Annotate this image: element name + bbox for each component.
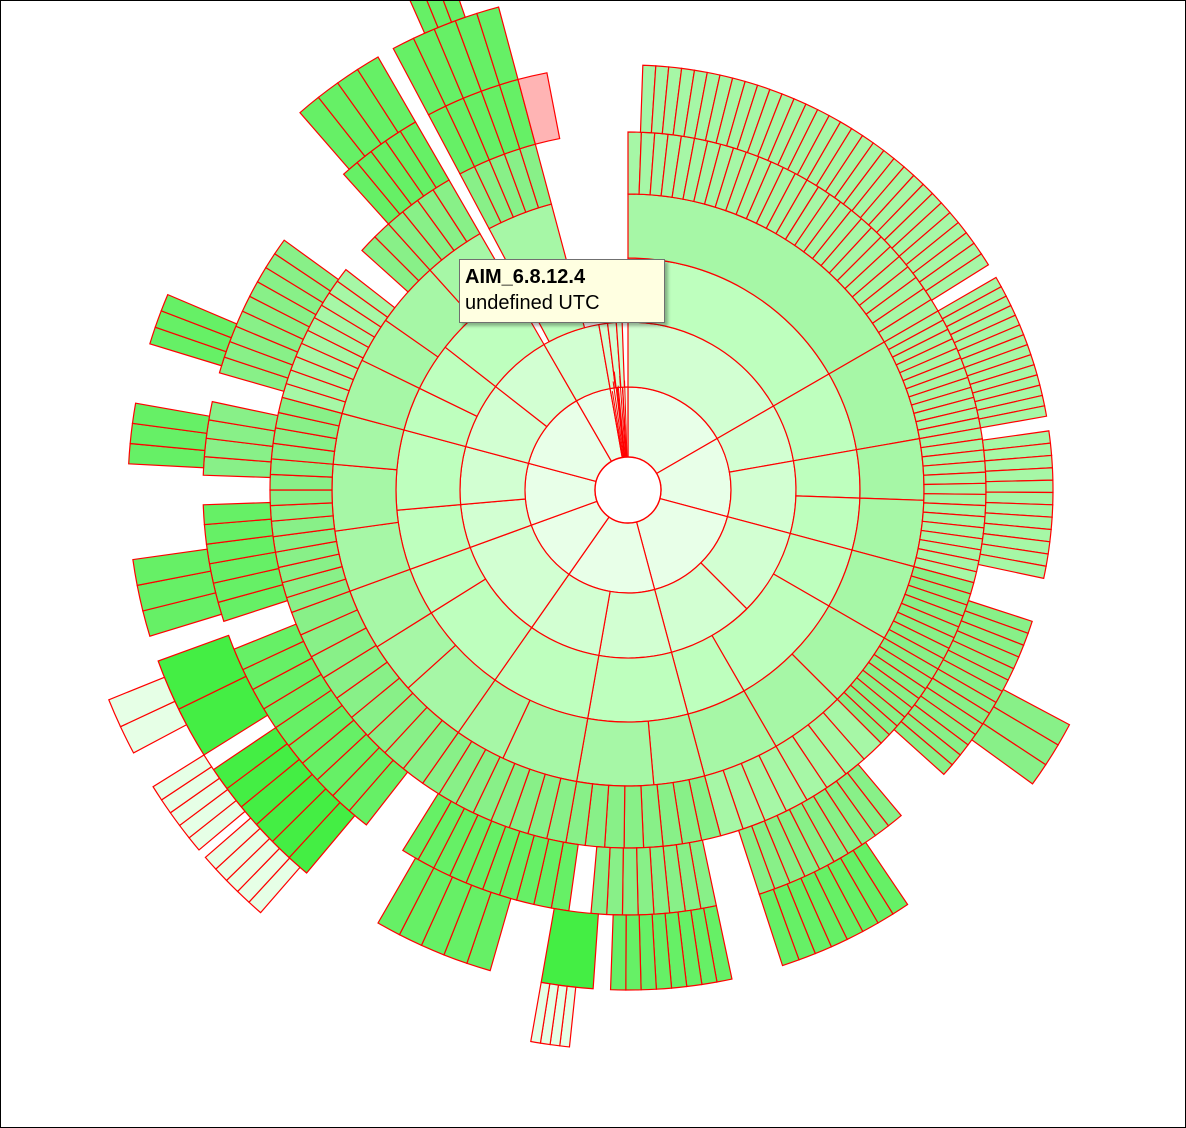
sunburst-segment[interactable] (623, 785, 645, 849)
sunburst-segment[interactable] (273, 239, 340, 292)
sunburst-segment[interactable] (204, 817, 261, 870)
sunburst-segment[interactable] (540, 907, 599, 990)
sunburst-segment[interactable] (132, 548, 212, 587)
sunburst-segment[interactable] (970, 722, 1047, 785)
sunburst-segments (107, 1, 1071, 1048)
sunburst-segment[interactable] (152, 754, 213, 801)
sunburst-spoke (613, 371, 625, 458)
sunburst-segment[interactable] (400, 1, 439, 35)
sunburst-segment[interactable] (476, 6, 519, 86)
sunburst-segment[interactable] (978, 405, 1048, 429)
sunburst-segment[interactable] (530, 981, 551, 1044)
sunburst-segment[interactable] (131, 402, 211, 434)
sunburst-segment[interactable] (575, 717, 655, 787)
sunburst-segment[interactable] (924, 253, 990, 302)
sunburst-spoke (622, 390, 627, 458)
sunburst-segment[interactable] (893, 720, 954, 776)
sunburst-segment[interactable] (331, 463, 399, 532)
sunburst-segment[interactable] (625, 914, 642, 991)
sunburst-segment[interactable] (855, 437, 925, 501)
sunburst-spoke (624, 380, 628, 458)
sunburst-segment[interactable] (356, 56, 417, 134)
tooltip-title: AIM_6.8.12.4 (465, 266, 586, 288)
node-tooltip: AIM_6.8.12.4 undefined UTC (459, 259, 665, 323)
sunburst-segment-highlighted[interactable] (517, 72, 561, 145)
sunburst-segment[interactable] (202, 501, 272, 526)
sunburst-center[interactable] (594, 456, 662, 524)
sunburst-segment[interactable] (269, 489, 333, 507)
sunburst-segment[interactable] (430, 1, 466, 23)
tooltip-subtitle: undefined UTC (465, 292, 600, 314)
sunburst-segment[interactable] (160, 293, 238, 339)
sunburst-segment[interactable] (923, 482, 987, 496)
sunburst-segment[interactable] (590, 845, 611, 916)
sunburst-segment[interactable] (758, 888, 800, 967)
sunburst-spoke (611, 391, 624, 458)
sunburst-segment[interactable] (107, 676, 176, 728)
sunburst-segment[interactable] (609, 914, 627, 991)
sunburst-segment[interactable] (985, 479, 1054, 494)
sunburst-spoke (612, 381, 625, 458)
sunburst-spoke (617, 385, 626, 458)
sunburst-spoke (619, 375, 627, 458)
sunburst-segment[interactable] (621, 847, 639, 916)
sunburst-segment[interactable] (587, 651, 689, 723)
sunburst-segment[interactable] (977, 553, 1047, 580)
sunburst-segment[interactable] (377, 857, 435, 936)
